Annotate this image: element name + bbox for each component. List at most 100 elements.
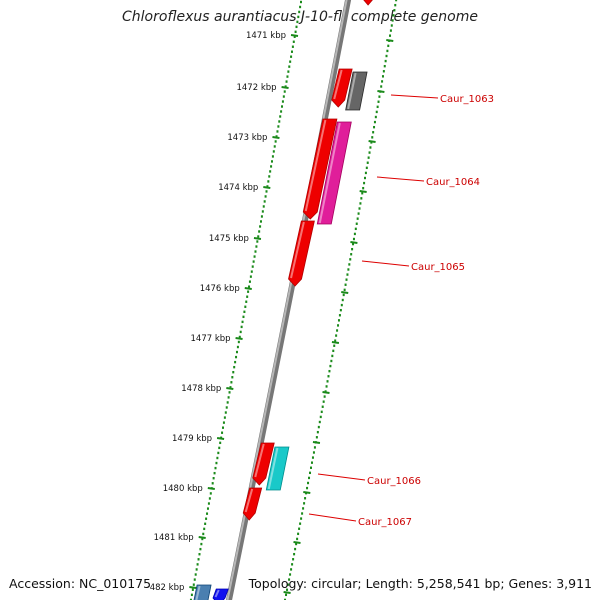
outer-major-tick <box>322 391 330 394</box>
outer-scale-track-dot <box>334 339 337 342</box>
inner-scale-track-dot <box>266 185 269 188</box>
inner-scale-track-dot <box>265 190 268 193</box>
outer-scale-track-dot <box>306 486 309 490</box>
inner-scale-track-dot <box>207 502 210 505</box>
outer-scale-track-dot <box>316 430 319 434</box>
outer-major-tick <box>359 190 367 193</box>
inner-scale-track-dot <box>218 446 221 450</box>
inner-scale-track-dot <box>192 583 195 586</box>
inner-scale-track-dot <box>276 130 279 133</box>
gene-label: Caur_1067 <box>358 517 412 528</box>
outer-scale-track-dot <box>363 176 366 180</box>
inner-scale-track-dot <box>221 431 224 434</box>
outer-scale-track-dot <box>384 59 387 63</box>
gene-arrow <box>252 442 275 486</box>
outer-scale-track-dot <box>327 375 330 378</box>
outer-scale-track-dot <box>343 288 346 292</box>
inner-scale-track-dot <box>223 416 226 419</box>
inner-scale-track-dot <box>280 110 283 113</box>
gene-arrow-bottom-blue <box>212 588 229 600</box>
outer-scale-track-dot <box>331 354 334 358</box>
inner-scale-track-dot <box>201 537 204 541</box>
inner-scale-track-dot <box>209 492 212 495</box>
outer-scale-track-dot <box>335 334 338 337</box>
inner-scale-track-dot <box>230 381 233 384</box>
outer-scale-track-dot <box>309 466 312 469</box>
outer-scale-track-dot <box>299 522 302 525</box>
inner-scale-track-dot <box>235 355 238 359</box>
gene-block-caur-1066 <box>265 446 290 491</box>
outer-scale-track-dot <box>295 542 298 546</box>
inner-scale-track-dot <box>274 140 277 143</box>
outer-scale-track-dot <box>342 293 345 297</box>
inner-scale-track-dot <box>289 60 292 63</box>
outer-scale-track-dot <box>323 395 326 398</box>
inner-scale-track-dot <box>243 310 246 314</box>
inner-scale-track-dot <box>262 205 265 208</box>
inner-scale-track-dot <box>292 40 295 43</box>
outer-scale-track-dot <box>313 446 316 449</box>
inner-scale-track-dot <box>269 170 272 173</box>
inner-scale-track-dot <box>278 120 281 123</box>
gene-block-caur-1064-highlight <box>318 122 341 224</box>
outer-scale-track-dot <box>362 186 365 190</box>
inner-scale-track-dot <box>212 477 215 480</box>
outer-scale-track-dot <box>360 197 363 200</box>
inner-scale-track-dot <box>224 411 227 414</box>
gene-label: Caur_1065 <box>411 262 465 273</box>
inner-scale-track-dot <box>251 265 254 268</box>
genome-summary-text: Topology: circular; Length: 5,258,541 bp… <box>248 576 592 591</box>
outer-scale-track-dot <box>368 151 371 154</box>
scale-label: 1473 kbp <box>227 133 267 143</box>
inner-scale-track-dot <box>272 150 275 153</box>
outer-scale-track-dot <box>376 105 379 109</box>
gene-block-caur-1066-highlight <box>267 447 279 490</box>
outer-scale-track-dot <box>393 9 396 12</box>
inner-scale-track-dot <box>227 396 230 399</box>
gene-arrow-highlight <box>304 119 327 212</box>
inner-scale-track-dot <box>233 365 236 369</box>
scale-label: 482 kbp <box>150 583 185 593</box>
gene-label: Caur_1064 <box>426 177 480 188</box>
outer-scale-track-dot <box>297 532 300 536</box>
outer-scale-track-dot <box>364 171 367 175</box>
scale-major-tick <box>290 34 299 37</box>
inner-scale-track-dot <box>263 200 266 203</box>
outer-major-tick <box>350 241 358 244</box>
outer-scale-track-dot <box>341 298 344 302</box>
outer-scale-track-dot <box>395 0 398 2</box>
gene-arrow <box>331 68 353 108</box>
outer-scale-track-dot <box>337 319 340 322</box>
outer-scale-track-dot <box>377 100 380 103</box>
inner-scale-track-dot <box>213 471 216 475</box>
inner-scale-track-dot <box>247 290 250 293</box>
outer-scale-track-dot <box>369 146 372 149</box>
inner-scale-track-dot <box>290 50 293 53</box>
gene-block-bottom-steel-highlight <box>195 585 201 600</box>
inner-scale-track-dot <box>248 280 251 283</box>
scale-major-tick <box>198 536 206 539</box>
scale-label: 1475 kbp <box>209 234 249 244</box>
gene-label: Caur_1066 <box>367 476 421 487</box>
outer-scale-track-dot <box>392 14 395 17</box>
scale-label: 1477 kbp <box>191 334 231 344</box>
inner-scale-track-dot <box>290 55 293 58</box>
scale-label: 1479 kbp <box>172 434 212 444</box>
outer-scale-track-dot <box>358 207 361 210</box>
inner-scale-track-dot <box>286 75 289 78</box>
gene-arrow-caur-1067-highlight <box>244 488 254 513</box>
inner-scale-track-dot <box>259 220 262 223</box>
outer-scale-track-dot <box>367 156 370 159</box>
inner-scale-track-dot <box>206 512 209 515</box>
outer-scale-track-dot <box>288 578 291 581</box>
outer-scale-track-dot <box>346 273 349 276</box>
outer-scale-track-dot <box>383 64 386 68</box>
inner-scale-track-dot <box>217 451 220 455</box>
outer-scale-track-dot <box>354 227 357 231</box>
gene-arrow-caur-1065-highlight <box>290 221 305 279</box>
outer-major-tick <box>283 591 291 594</box>
outer-scale-track-dot <box>359 202 362 205</box>
gene-label: Caur_1063 <box>440 94 494 105</box>
outer-scale-track-dot <box>294 547 297 551</box>
inner-scale-track-dot <box>258 230 261 233</box>
